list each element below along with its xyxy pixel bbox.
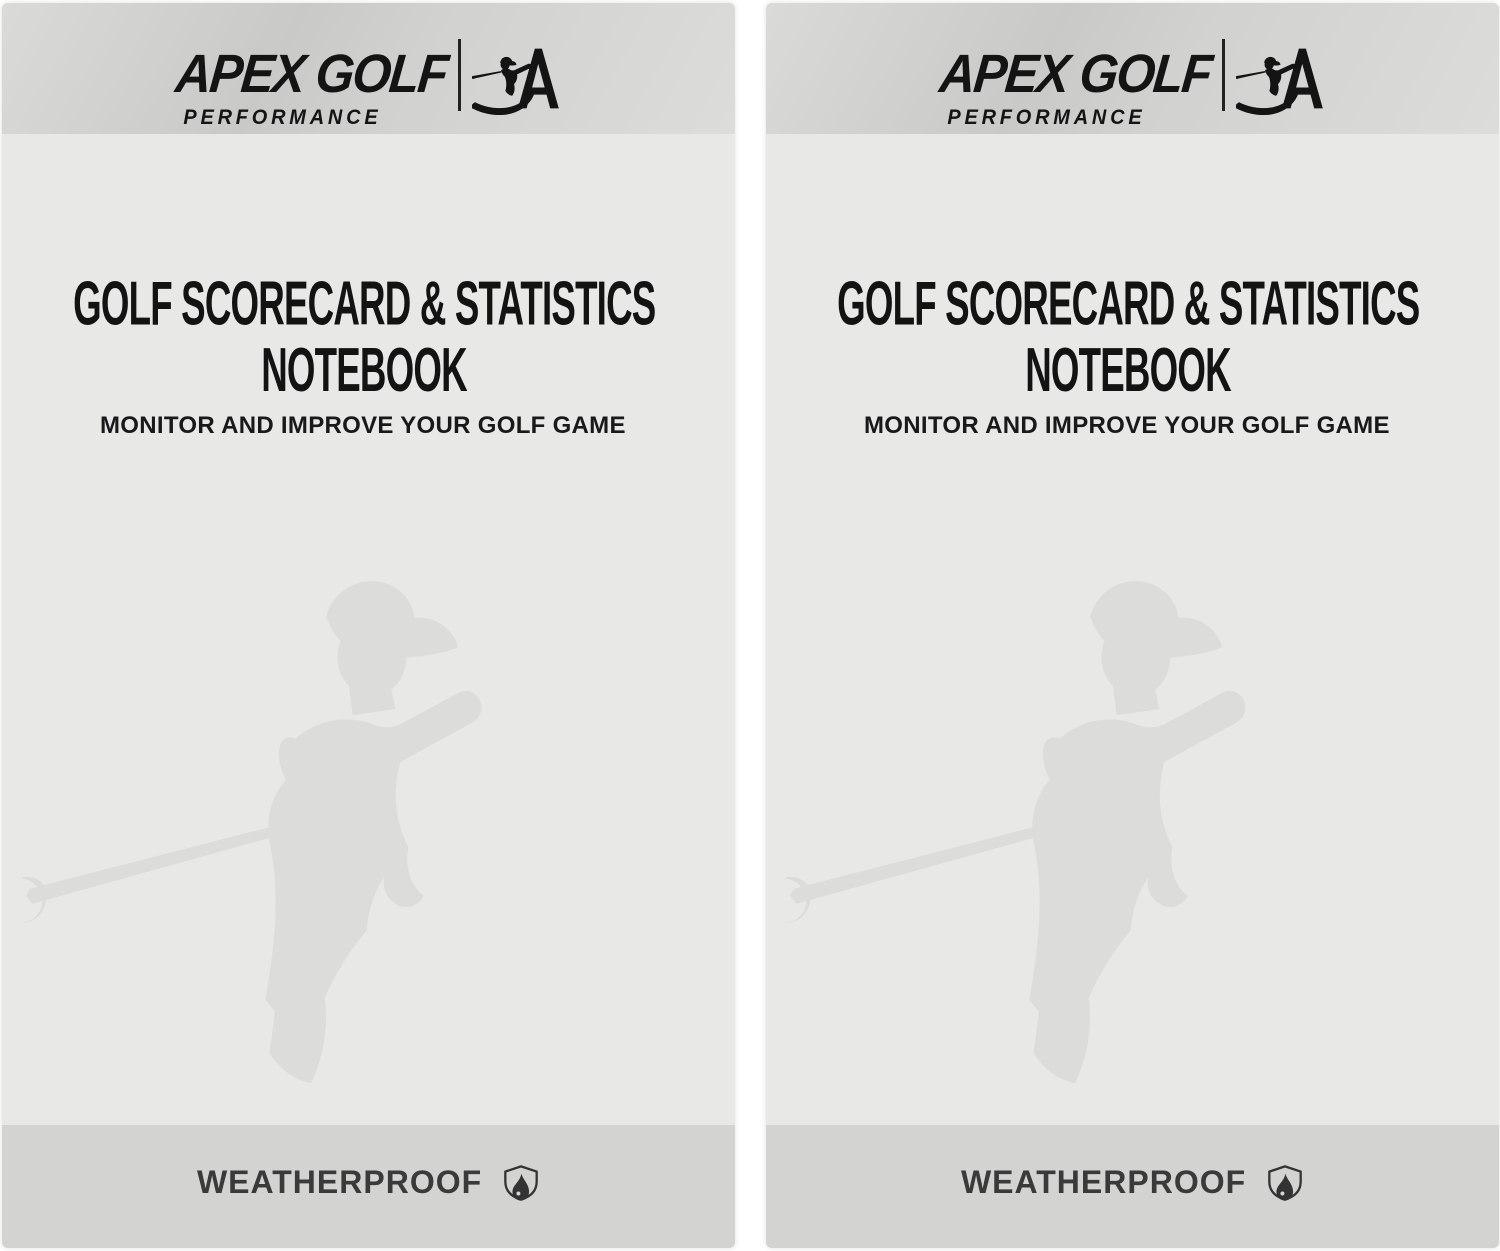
svg-text:NOTEBOOK: NOTEBOOK xyxy=(261,335,468,404)
svg-text:GOLF SCORECARD & STATISTICS: GOLF SCORECARD & STATISTICS xyxy=(837,269,1419,338)
svg-text:GOLF SCORECARD & STATISTICS: GOLF SCORECARD & STATISTICS xyxy=(73,269,655,338)
svg-text:NOTEBOOK: NOTEBOOK xyxy=(1025,335,1232,404)
